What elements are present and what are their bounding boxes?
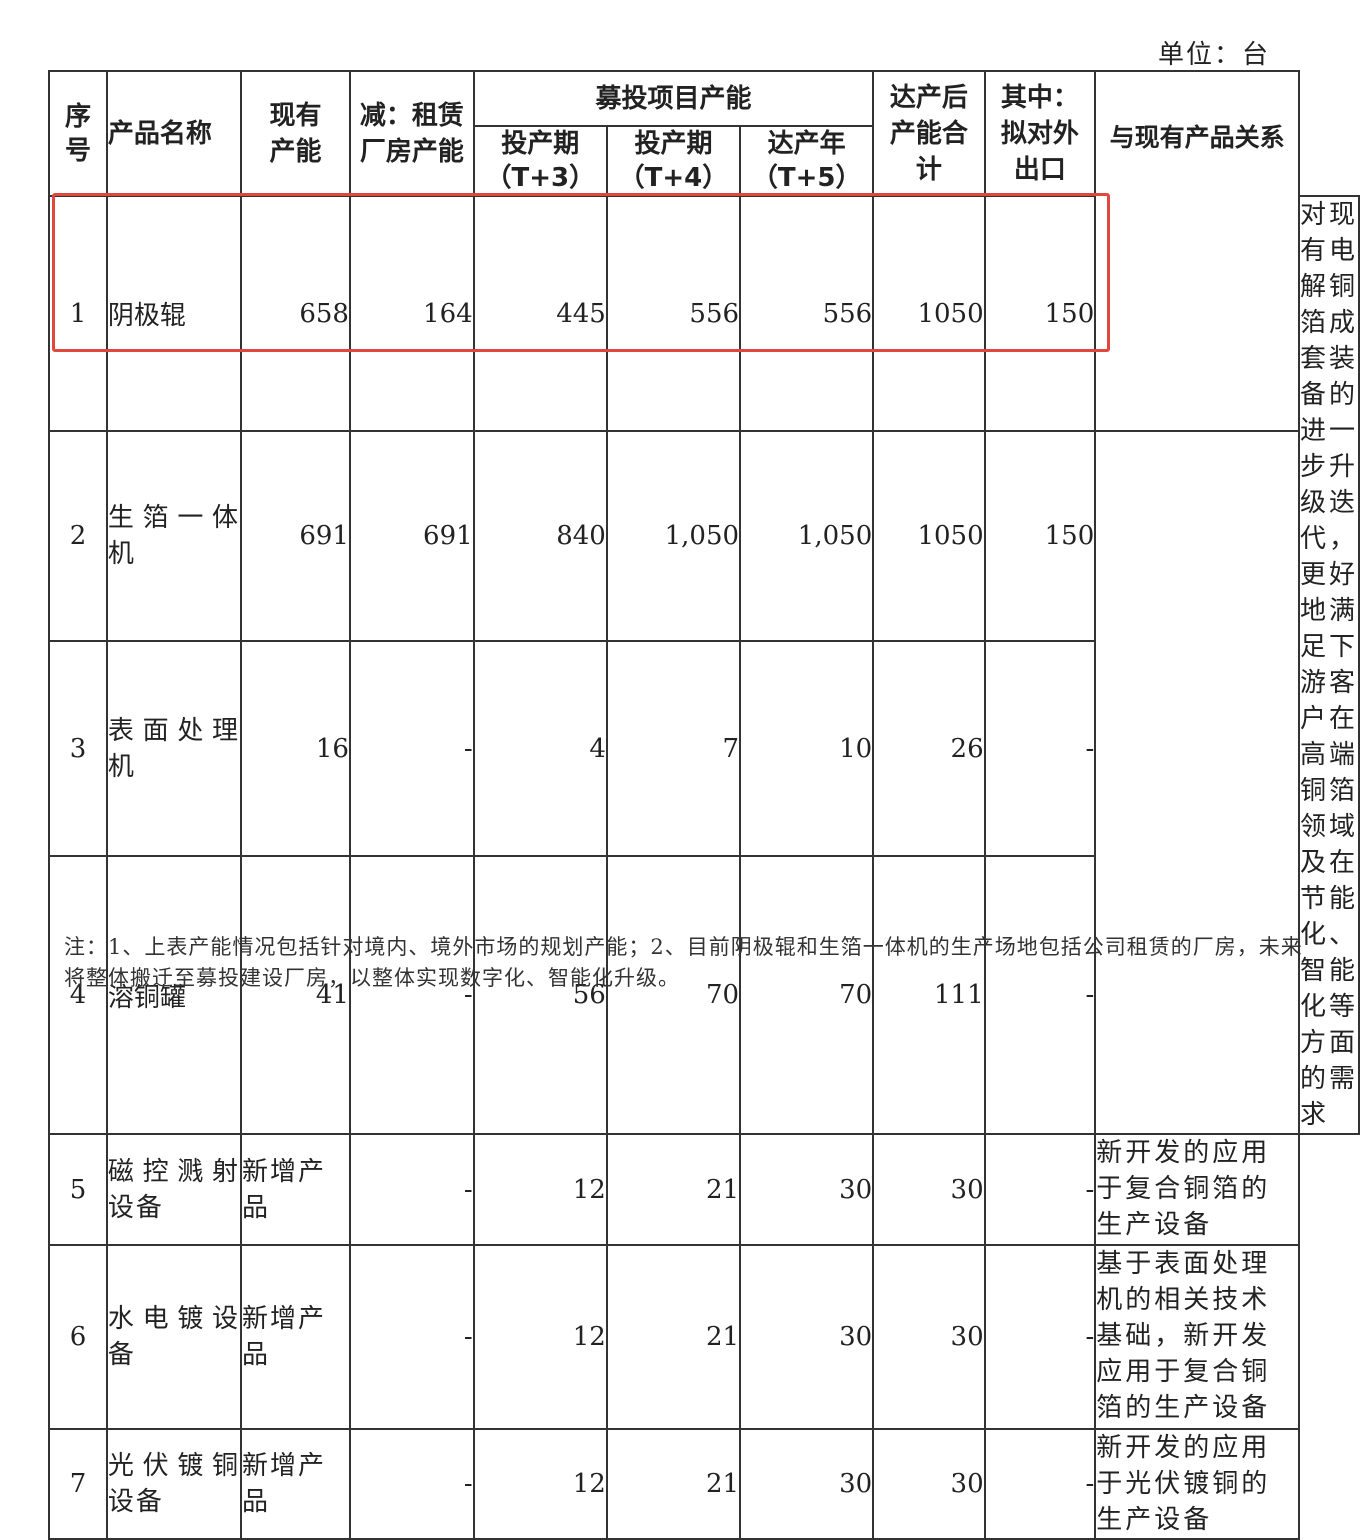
header-export: 其中：拟对外出口	[983, 70, 1097, 197]
footnote: 注：1、上表产能情况包括针对境内、境外市场的规划产能；2、目前阴极辊和生箔一体机…	[64, 935, 1303, 990]
table-row: 5 磁控溅射设备 新增产品 - 12 21 30 30 - 新开发的应用于复合铜…	[48, 1133, 1359, 1246]
cell-existing: 658	[240, 194, 351, 433]
table-row: 2 生箔一体机 691 691 840 1,050 1,050 1050 150	[48, 430, 1359, 642]
cell-t3: 4	[472, 639, 608, 858]
table-row: 7 光伏镀铜设备 新增产品 - 12 21 30 30 - 新开发的应用于光伏镀…	[48, 1428, 1359, 1540]
cell-t4: 21	[605, 1133, 742, 1246]
cell-t3: 12	[472, 1428, 608, 1540]
cell-existing: 新增产品	[240, 1244, 351, 1430]
cell-relation-5: 新开发的应用于复合铜箔的生产设备	[1094, 1133, 1300, 1246]
cell-seq: 3	[48, 639, 108, 858]
cell-product-name: 水电镀设备	[105, 1244, 243, 1430]
cell-total: 30	[872, 1428, 986, 1540]
cell-t3: 12	[472, 1133, 608, 1246]
cell-relation-7: 新开发的应用于光伏镀铜的生产设备	[1094, 1428, 1300, 1540]
cell-t5: 10	[739, 639, 875, 858]
header-t5-sub: （T+5）	[751, 163, 862, 193]
cell-product-name: 光伏镀铜设备	[105, 1428, 243, 1540]
cell-t4: 1,050	[605, 430, 742, 642]
cell-export: 150	[983, 194, 1097, 433]
header-t4-sub: （T+4）	[618, 163, 729, 193]
cell-export: 150	[983, 430, 1097, 642]
cell-product-name: 生箔一体机	[105, 430, 243, 642]
cell-t5: 70	[739, 855, 875, 1135]
cell-seq: 7	[48, 1428, 108, 1540]
cell-t5: 1,050	[739, 430, 875, 642]
cell-existing: 新增产品	[240, 1133, 351, 1246]
capacity-table: 序号 产品名称 现有产能 减：租赁厂房产能 募投项目产能 达产后产能合计 其中：…	[48, 69, 1360, 1540]
cell-export: -	[983, 855, 1097, 1135]
cell-total: 30	[872, 1244, 986, 1430]
cell-total: 111	[872, 855, 986, 1135]
cell-export: -	[983, 1428, 1097, 1540]
cell-t3: 445	[472, 194, 608, 433]
header-t4: 投产期 （T+4）	[605, 125, 742, 197]
cell-existing: 16	[240, 639, 351, 858]
cell-export: -	[983, 639, 1097, 858]
cell-t4: 70	[605, 855, 742, 1135]
cell-seq: 2	[48, 430, 108, 642]
header-t5-title: 达产年	[767, 129, 846, 159]
table-row: 3 表面处理机 16 - 4 7 10 26 -	[48, 639, 1359, 858]
header-relation: 与现有产品关系	[1094, 69, 1300, 433]
cell-total: 30	[872, 1133, 986, 1246]
cell-product-name: 溶铜罐	[105, 855, 243, 1135]
cell-relation-6: 基于表面处理机的相关技术基础，新开发应用于复合铜箔的生产设备	[1094, 1244, 1300, 1430]
cell-t5: 556	[739, 194, 875, 433]
cell-export: -	[983, 1244, 1097, 1430]
cell-existing: 41	[240, 855, 351, 1135]
header-existing-capacity: 现有产能	[240, 70, 351, 197]
cell-t5: 30	[739, 1428, 875, 1540]
cell-export: -	[983, 1133, 1097, 1246]
cell-minus-leased: 164	[348, 194, 475, 433]
cell-minus-leased: -	[348, 639, 475, 858]
cell-t3: 56	[472, 855, 608, 1135]
table-row: 4 溶铜罐 41 - 56 70 70 111 -	[48, 855, 1359, 1135]
header-total-after: 达产后产能合计	[872, 70, 986, 197]
table-row: 6 水电镀设备 新增产品 - 12 21 30 30 - 基于表面处理机的相关技…	[48, 1244, 1359, 1430]
header-t3: 投产期 （T+3）	[472, 125, 608, 197]
cell-total: 1050	[872, 430, 986, 642]
cell-product-name: 阴极辊	[105, 194, 243, 433]
cell-existing: 新增产品	[240, 1428, 351, 1540]
cell-t3: 840	[472, 430, 608, 642]
header-minus-leased: 减：租赁厂房产能	[348, 70, 475, 197]
cell-t5: 30	[739, 1244, 875, 1430]
cell-t5: 30	[739, 1133, 875, 1246]
cell-minus-leased: -	[348, 1133, 475, 1246]
unit-label: 单位：台	[1158, 40, 1271, 70]
header-t4-title: 投产期	[634, 129, 713, 159]
header-t3-title: 投产期	[501, 129, 580, 159]
cell-seq: 6	[48, 1244, 108, 1430]
header-t3-sub: （T+3）	[485, 163, 596, 193]
cell-total: 1050	[872, 194, 986, 433]
cell-product-name: 表面处理机	[105, 639, 243, 858]
header-project-capacity: 募投项目产能	[472, 70, 875, 127]
cell-t3: 12	[472, 1244, 608, 1430]
cell-total: 26	[872, 639, 986, 858]
cell-seq: 1	[48, 194, 108, 433]
cell-t4: 21	[605, 1428, 742, 1540]
cell-seq: 5	[48, 1133, 108, 1246]
cell-minus-leased: -	[348, 1428, 475, 1540]
header-t5: 达产年 （T+5）	[739, 125, 875, 197]
header-seq: 序号	[48, 70, 108, 197]
cell-existing: 691	[240, 430, 351, 642]
header-product-name: 产品名称	[105, 70, 243, 197]
cell-minus-leased: -	[348, 855, 475, 1135]
cell-t4: 556	[605, 194, 742, 433]
cell-t4: 7	[605, 639, 742, 858]
cell-t4: 21	[605, 1244, 742, 1430]
cell-minus-leased: 691	[348, 430, 475, 642]
cell-minus-leased: -	[348, 1244, 475, 1430]
cell-seq: 4	[48, 855, 108, 1135]
cell-product-name: 磁控溅射设备	[105, 1133, 243, 1246]
